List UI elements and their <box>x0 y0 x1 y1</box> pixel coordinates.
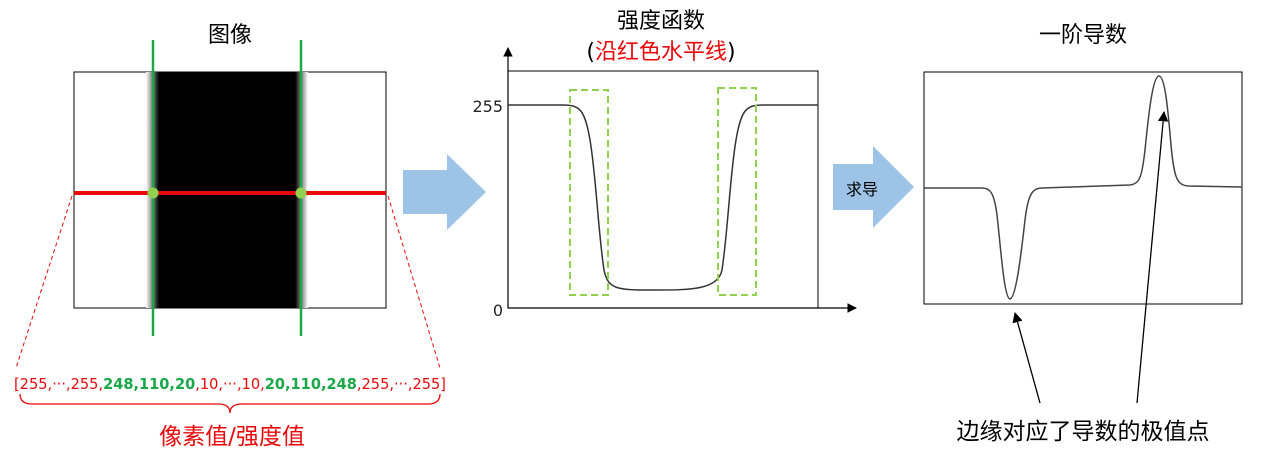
pointer-arrow-minimum <box>1012 311 1041 404</box>
panel2-subtitle-red: 沿红色水平线 <box>595 40 727 65</box>
panel2-title: 强度函数 <box>617 9 705 34</box>
panel2-subtitle: (沿红色水平线) <box>586 40 735 65</box>
left-edge-highlight-box <box>569 89 609 296</box>
intensity-curve <box>508 104 818 291</box>
y-tick-0: 0 <box>493 301 503 320</box>
pixel-values-prefix: [255,···,255, <box>14 375 103 393</box>
projection-line-left <box>15 195 73 369</box>
panel2-subtitle-close: ) <box>727 40 736 65</box>
left-edge-point <box>147 187 159 199</box>
pixel-caption: 像素值/强度值 <box>159 424 305 450</box>
derivative-curve <box>924 75 1243 300</box>
pixel-brace <box>19 393 441 414</box>
right-edge-highlight-box <box>717 87 757 296</box>
panel2-subtitle-open: ( <box>586 40 595 65</box>
right-edge-point <box>295 187 307 199</box>
panel3-title: 一阶导数 <box>1039 23 1127 48</box>
derivative-label: 求导 <box>846 180 878 199</box>
pixel-values-suffix: ,255,···,255] <box>357 375 446 393</box>
image-panel <box>73 40 387 336</box>
right-arrow-1 <box>403 154 486 230</box>
pixel-values: [255,···,255,248,110,20,10,···,10,20,110… <box>14 375 446 393</box>
pixel-values-right-edge: 20,110,248 <box>265 375 357 393</box>
pixel-values-left-edge: 248,110,20 <box>103 375 195 393</box>
derivative-arrow <box>833 146 914 228</box>
pixel-values-middle: ,10,···,10, <box>195 375 264 393</box>
y-tick-255: 255 <box>472 97 503 116</box>
panel1-title: 图像 <box>208 23 252 48</box>
derivative-caption: 边缘对应了导数的极值点 <box>957 419 1210 445</box>
intensity-plot-frame <box>507 70 819 309</box>
pointer-arrow-maximum <box>1136 110 1169 404</box>
dark-band <box>146 72 308 308</box>
projection-line-right <box>387 195 441 369</box>
